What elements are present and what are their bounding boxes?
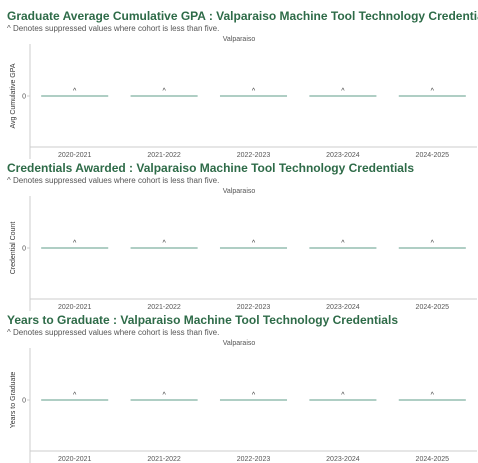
- facet-header: Valparaiso: [222, 188, 256, 195]
- chart-title: Years to Graduate : Valparaiso Machine T…: [7, 313, 398, 327]
- x-tick-label: 2022-2023: [237, 304, 271, 311]
- data-label: ^: [341, 88, 345, 95]
- data-label: ^: [341, 240, 345, 247]
- y-tick-label: 0: [22, 94, 26, 101]
- x-tick-label: 2024-2025: [416, 152, 450, 159]
- gpa-chart-panel: Graduate Average Cumulative GPA : Valpar…: [0, 7, 478, 159]
- x-tick-label: 2023-2024: [326, 456, 360, 463]
- x-tick-label: 2021-2022: [147, 152, 181, 159]
- data-label: ^: [431, 88, 435, 95]
- facet-header: Valparaiso: [222, 36, 256, 43]
- suppression-note: ^ Denotes suppressed values where cohort…: [7, 24, 220, 33]
- chart-title: Credentials Awarded : Valparaiso Machine…: [7, 161, 414, 175]
- years-bar-chart[interactable]: Years to Graduate 0 ^ 2020-2021 ^ 2021-2022 ^ 2…: [0, 348, 478, 463]
- data-label: ^: [162, 88, 166, 95]
- suppression-note: ^ Denotes suppressed values where cohort…: [7, 328, 220, 337]
- x-tick-label: 2021-2022: [147, 456, 181, 463]
- data-label: ^: [162, 392, 166, 399]
- y-axis-label: Credential Count: [10, 222, 17, 275]
- data-label: ^: [73, 88, 77, 95]
- years-chart-panel: Years to Graduate : Valparaiso Machine T…: [0, 311, 478, 463]
- y-axis-label: Years to Graduate: [10, 372, 17, 429]
- data-label: ^: [341, 392, 345, 399]
- x-tick-label: 2024-2025: [416, 304, 450, 311]
- x-tick-label: 2020-2021: [58, 304, 92, 311]
- y-tick-label: 0: [22, 398, 26, 405]
- data-label: ^: [73, 240, 77, 247]
- x-tick-label: 2022-2023: [237, 456, 271, 463]
- data-label: ^: [252, 392, 256, 399]
- data-label: ^: [431, 392, 435, 399]
- x-tick-label: 2020-2021: [58, 456, 92, 463]
- y-tick-label: 0: [22, 246, 26, 253]
- x-tick-label: 2024-2025: [416, 456, 450, 463]
- credentials-bar-chart[interactable]: Credential Count 0 ^ 2020-2021 ^ 2021-2022 ^ 20…: [0, 196, 478, 311]
- x-tick-label: 2020-2021: [58, 152, 92, 159]
- facet-header: Valparaiso: [222, 340, 256, 347]
- data-label: ^: [73, 392, 77, 399]
- x-tick-label: 2022-2023: [237, 152, 271, 159]
- x-tick-label: 2023-2024: [326, 304, 360, 311]
- data-label: ^: [162, 240, 166, 247]
- gpa-bar-chart[interactable]: Avg Cumulative GPA 0 ^ 2020-2021 ^ 2021-2022 ^…: [0, 44, 478, 159]
- data-label: ^: [431, 240, 435, 247]
- x-tick-label: 2021-2022: [147, 304, 181, 311]
- data-label: ^: [252, 88, 256, 95]
- suppression-note: ^ Denotes suppressed values where cohort…: [7, 176, 220, 185]
- y-axis-label: Avg Cumulative GPA: [10, 63, 17, 128]
- credentials-chart-panel: Credentials Awarded : Valparaiso Machine…: [0, 159, 478, 311]
- data-label: ^: [252, 240, 256, 247]
- x-tick-label: 2023-2024: [326, 152, 360, 159]
- chart-title: Graduate Average Cumulative GPA : Valpar…: [7, 9, 478, 23]
